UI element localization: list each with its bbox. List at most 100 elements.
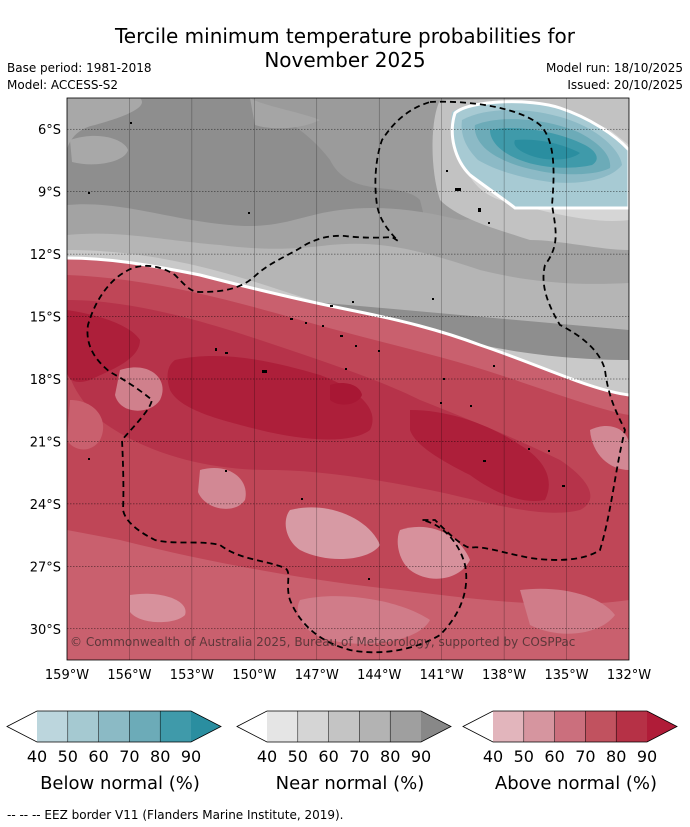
colorbar-title: Above normal (%) (495, 773, 657, 794)
colorbar-extend-high (191, 711, 221, 742)
gridlines (67, 98, 629, 660)
island (483, 460, 486, 462)
island (130, 122, 132, 124)
colorbar-tick-label: 90 (181, 747, 201, 766)
island (88, 458, 90, 460)
above-normal-50-e (130, 593, 186, 623)
island (225, 352, 228, 354)
lon-tick-label: 153°W (170, 668, 214, 683)
colorbar-segment (267, 711, 299, 742)
lon-tick-label: 150°W (232, 668, 276, 683)
colorbar-tick-label: 80 (606, 747, 626, 766)
lon-tick-label: 144°W (357, 668, 401, 683)
above-normal-90-a (67, 310, 140, 382)
lon-tick-label: 138°W (482, 668, 526, 683)
colorbar-below-normal: 40 50 60 70 80 90 Below normal (%) (6, 710, 222, 794)
colorbar-tick-label: 50 (58, 747, 78, 766)
lon-tick-label: 156°W (107, 668, 151, 683)
island (488, 222, 490, 224)
colorbar-segment (523, 711, 555, 742)
colorbar-segment (390, 711, 422, 742)
colorbar-tick-label: 70 (349, 747, 369, 766)
above-normal-90-b (167, 355, 373, 440)
colorbar-tick-label: 40 (257, 747, 277, 766)
title-line-1: Tercile minimum temperature probabilitie… (114, 24, 576, 48)
below-normal-90 (514, 139, 580, 160)
island (478, 208, 481, 212)
colorbar-tick-label: 90 (411, 747, 431, 766)
island (322, 325, 324, 327)
colorbar-tick-label: 60 (318, 747, 338, 766)
latitude-labels: 6°S 9°S 12°S 15°S 18°S 21°S 24°S 27°S 30°S (30, 123, 61, 638)
longitude-labels: 159°W 156°W 153°W 150°W 147°W 144°W 141°W 138°W… (45, 668, 651, 683)
island (290, 318, 293, 320)
island (443, 378, 445, 380)
model-run: Model run: 18/10/2025 (545, 61, 683, 75)
island (352, 301, 354, 303)
near-normal-patch-1 (67, 98, 142, 150)
lon-tick-label: 147°W (295, 668, 339, 683)
island (432, 298, 434, 300)
colorbar-extend-low (237, 711, 267, 742)
above-normal-50-b (285, 507, 380, 560)
colorbar-extend-low (7, 711, 37, 742)
lat-tick-label: 12°S (30, 248, 61, 263)
lat-tick-label: 30°S (30, 623, 61, 638)
island (368, 578, 370, 580)
island (248, 212, 250, 214)
colorbar-outline (236, 710, 452, 743)
issued-date: Issued: 20/10/2025 (567, 78, 683, 92)
lat-tick-label: 15°S (30, 311, 61, 326)
colorbar-tick-label: 80 (380, 747, 400, 766)
colorbar-outline (6, 710, 222, 743)
colorbar-tick-label: 60 (544, 747, 564, 766)
above-normal-50-c (198, 468, 246, 509)
colorbar-segment (67, 711, 99, 742)
colorbar-segment (616, 711, 648, 742)
island (330, 305, 333, 307)
island (440, 402, 442, 404)
colorbar-segment (98, 711, 130, 742)
colorbar-tick-label: 40 (27, 747, 47, 766)
eez-border (86, 100, 626, 654)
above-normal-50-g (520, 588, 615, 634)
lon-tick-label: 159°W (45, 668, 89, 683)
map-figure: © Commonwealth of Australia 2025, Bureau… (6, 97, 678, 794)
lat-tick-label: 21°S (30, 435, 61, 450)
above-normal-50-f (297, 596, 430, 644)
island (340, 335, 343, 337)
map-title: Tercile minimum temperature probabilitie… (0, 24, 690, 72)
lat-tick-label: 24°S (30, 498, 61, 513)
lat-tick-label: 18°S (30, 373, 61, 388)
colorbar-title: Near normal (%) (276, 773, 425, 794)
map-frame (66, 97, 630, 661)
island (378, 350, 380, 352)
colorbar-segment (493, 711, 525, 742)
island (446, 170, 448, 172)
near-normal-patch-3 (250, 98, 320, 129)
island (455, 188, 461, 191)
lat-tick-label: 27°S (30, 560, 61, 575)
island (562, 485, 565, 487)
base-period: Base period: 1981-2018 (7, 61, 152, 75)
island (301, 498, 303, 500)
colorbar-outline (462, 710, 678, 743)
colorbar-extend-high (647, 711, 677, 742)
near-normal-band-3 (67, 233, 629, 330)
eez-footnote: -- -- -- EEZ border V11 (Flanders Marine… (7, 808, 344, 822)
copyright-text: © Commonwealth of Australia 2025, Bureau… (70, 635, 575, 649)
colorbar-extend-high (421, 711, 451, 742)
colorbar-segment (160, 711, 192, 742)
above-normal-60-a (67, 400, 104, 450)
model-name: Model: ACCESS-S2 (7, 78, 119, 92)
colorbar-tick-label: 90 (637, 747, 657, 766)
island (262, 370, 267, 373)
colorbar-segment (359, 711, 391, 742)
islands (88, 122, 565, 580)
lon-tick-label: 141°W (420, 668, 464, 683)
island (493, 365, 495, 367)
island (88, 192, 90, 194)
near-normal-patch-2 (70, 135, 128, 165)
colorbar-tick-label: 50 (288, 747, 308, 766)
colorbar-tick-label: 50 (514, 747, 534, 766)
